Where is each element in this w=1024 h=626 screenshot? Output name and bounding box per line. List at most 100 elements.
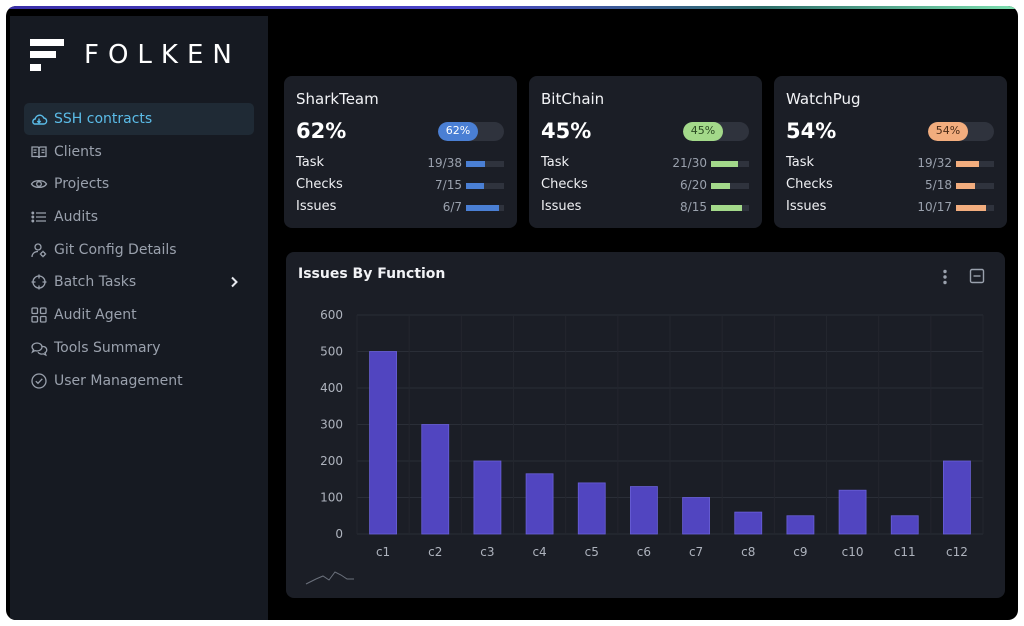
- card-percentage: 54%: [786, 119, 837, 143]
- stat-bar-track: [466, 205, 504, 211]
- x-tick-label: c6: [637, 545, 651, 559]
- kebab-menu-icon[interactable]: [938, 268, 952, 286]
- card-progress-pill: 45%: [683, 122, 749, 141]
- sparkline-icon: [305, 571, 354, 585]
- x-axis: c1 c2 c3 c4 c5 c6 c7 c8 c9 c10 c11 c12: [376, 545, 968, 559]
- stat-bar: [711, 161, 738, 167]
- chart-title: Issues By Function: [298, 266, 446, 282]
- stat-label: Checks: [541, 177, 588, 192]
- stat-bar-track: [956, 183, 994, 189]
- bar-c1[interactable]: [369, 351, 397, 535]
- progress-label: 45%: [690, 124, 716, 137]
- stat-bar: [466, 183, 484, 189]
- card-title: BitChain: [541, 90, 605, 108]
- sidebar-nav: SSH contracts Clients Projects Audits: [24, 103, 254, 397]
- stat-row-checks: Checks 6/20: [541, 177, 749, 195]
- sidebar-item-label: Audit Agent: [54, 307, 137, 324]
- card-progress-pill: 54%: [928, 122, 994, 141]
- stat-bar: [956, 183, 975, 189]
- stat-bar-track: [466, 161, 504, 167]
- bar-c11[interactable]: [890, 515, 919, 535]
- y-tick-label: 500: [320, 345, 343, 359]
- bar-c8[interactable]: [734, 511, 763, 535]
- stat-value: 6/20: [680, 178, 707, 192]
- auditor-card-watchpug[interactable]: WatchPug 54% 54% Task 19/32 Checks 5/18 …: [774, 76, 1007, 228]
- progress-fill: [683, 122, 723, 141]
- x-tick-label: c1: [376, 545, 390, 559]
- bar-c9[interactable]: [786, 515, 815, 535]
- stat-value: 5/18: [925, 178, 952, 192]
- sidebar-item-projects[interactable]: Projects: [24, 168, 254, 200]
- progress-fill: [438, 122, 478, 141]
- sidebar-item-batch-tasks[interactable]: Batch Tasks: [24, 266, 254, 298]
- brand-name: FOLKEN: [84, 40, 241, 70]
- x-tick-label: c10: [842, 545, 864, 559]
- sidebar-item-tools-summary[interactable]: Tools Summary: [24, 332, 254, 364]
- bar-c10[interactable]: [838, 489, 867, 535]
- y-tick-label: 100: [320, 491, 343, 505]
- stat-bar: [956, 205, 986, 211]
- user-gear-icon: [30, 241, 48, 259]
- sidebar-item-ssh-contracts[interactable]: SSH contracts: [24, 103, 254, 135]
- stat-bar-track: [711, 183, 749, 189]
- y-tick-label: 0: [335, 527, 343, 541]
- stat-row-issues: Issues 6/7: [296, 199, 504, 217]
- progress-label: 62%: [445, 124, 471, 137]
- card-progress-pill: 62%: [438, 122, 504, 141]
- bar-c6[interactable]: [630, 486, 658, 535]
- bar-c12[interactable]: [943, 460, 971, 535]
- y-tick-label: 200: [320, 454, 343, 468]
- x-tick-label: c7: [689, 545, 703, 559]
- bar-c5[interactable]: [577, 482, 606, 535]
- sidebar-item-label: Projects: [54, 176, 110, 193]
- chevron-right-icon[interactable]: [226, 274, 242, 290]
- sidebar-item-git-config-details[interactable]: Git Config Details: [24, 234, 254, 266]
- bar-c3[interactable]: [473, 460, 502, 535]
- chart-bars: [369, 351, 971, 535]
- collapse-icon[interactable]: [969, 268, 985, 284]
- auditor-card-sharkteam[interactable]: SharkTeam 62% 62% Task 19/38 Checks 7/15…: [284, 76, 517, 228]
- stat-bar: [466, 161, 485, 167]
- stat-bar-track: [711, 161, 749, 167]
- sidebar-item-label: Batch Tasks: [54, 274, 137, 291]
- sidebar-item-label: User Management: [54, 372, 183, 389]
- stat-row-issues: Issues 10/17: [786, 199, 994, 217]
- stat-value: 21/30: [672, 156, 707, 170]
- stat-value: 10/17: [917, 200, 952, 214]
- bar-c4[interactable]: [525, 473, 554, 535]
- stat-row-task: Task 21/30: [541, 155, 749, 173]
- brand-logo[interactable]: FOLKEN: [30, 38, 241, 72]
- book-icon: [30, 143, 48, 161]
- x-tick-label: c2: [428, 545, 442, 559]
- x-tick-label: c9: [793, 545, 807, 559]
- bar-c7[interactable]: [682, 497, 710, 535]
- y-tick-label: 400: [320, 381, 343, 395]
- auditor-card-bitchain[interactable]: BitChain 45% 45% Task 21/30 Checks 6/20 …: [529, 76, 762, 228]
- stat-row-checks: Checks 5/18: [786, 177, 994, 195]
- sidebar-item-user-management[interactable]: User Management: [24, 365, 254, 397]
- sidebar-item-label: Audits: [54, 209, 99, 226]
- stat-bar-track: [956, 205, 994, 211]
- card-percentage: 45%: [541, 119, 592, 143]
- cloud-icon: [30, 110, 48, 128]
- x-tick-label: c3: [480, 545, 494, 559]
- sidebar-item-clients[interactable]: Clients: [24, 136, 254, 168]
- stat-row-task: Task 19/32: [786, 155, 994, 173]
- grid-icon: [30, 306, 48, 324]
- stat-bar-track: [466, 183, 504, 189]
- list-icon: [30, 208, 48, 226]
- check-circle-icon: [30, 372, 48, 390]
- eye-icon: [30, 175, 48, 193]
- stat-label: Checks: [786, 177, 833, 192]
- sidebar-item-audit-agent[interactable]: Audit Agent: [24, 299, 254, 331]
- chat-icon: [30, 339, 48, 357]
- progress-fill: [928, 122, 968, 141]
- sidebar-item-label: Clients: [54, 143, 102, 160]
- stat-label: Issues: [786, 199, 827, 214]
- bar-c2[interactable]: [421, 424, 450, 535]
- sidebar-item-label: SSH contracts: [54, 111, 153, 127]
- stat-label: Issues: [296, 199, 337, 214]
- sidebar-item-audits[interactable]: Audits: [24, 201, 254, 233]
- stat-bar: [956, 161, 979, 167]
- stat-row-issues: Issues 8/15: [541, 199, 749, 217]
